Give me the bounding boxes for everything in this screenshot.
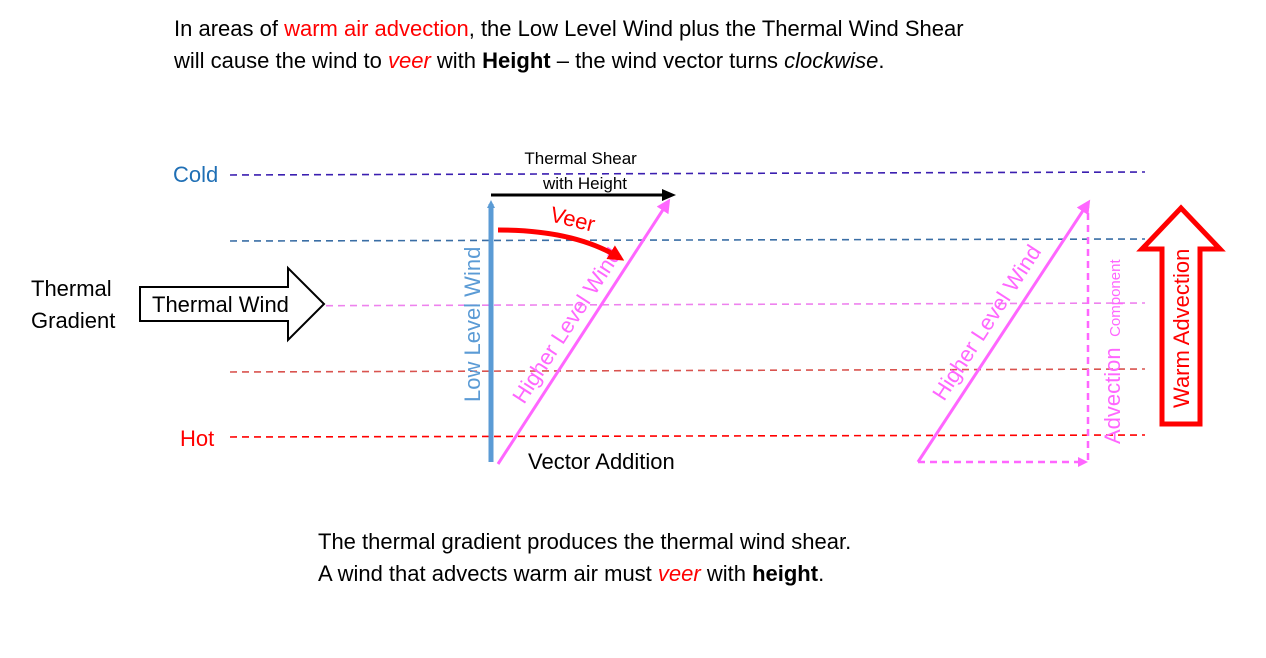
height-text: Height: [482, 48, 551, 73]
isotherm-line-2: [229, 238, 1146, 242]
thermal-shear-line-1: Thermal Shear: [524, 149, 637, 168]
higher-level-wind-label: Higher Level Wind: [507, 243, 626, 407]
isotherm-line-3: [229, 302, 1146, 307]
veer-text: veer: [657, 561, 701, 586]
isotherm-hot-line: [229, 434, 1146, 438]
advection-component-label: Advection Component: [1100, 259, 1125, 444]
component-label: Component: [1107, 259, 1124, 337]
warm-advection-arrow: [1136, 204, 1226, 427]
thermal-gradient-line-2: Gradient: [31, 308, 115, 333]
cold-label: Cold: [173, 162, 218, 187]
thermal-wind-label: Thermal Wind: [152, 292, 289, 317]
intro-text: In areas of: [174, 16, 285, 41]
thermal-shear-label: Thermal Shear with Height: [524, 149, 641, 193]
intro-line-1: In areas of warm air advection, the Low …: [174, 13, 964, 45]
clockwise-text: clockwise: [784, 48, 879, 73]
outro-line-2: A wind that advects warm air must veer w…: [318, 558, 824, 590]
intro-text: .: [878, 48, 885, 73]
intro-line-2: will cause the wind to veer with Height …: [174, 45, 884, 77]
advection-label: Advection: [1100, 347, 1125, 444]
vector-addition-label: Vector Addition: [528, 449, 675, 474]
outro-text: with: [700, 561, 753, 586]
higher-level-wind-label-right: Higher Level Wind: [927, 240, 1046, 404]
warm-advection-label: Warm Advection: [1169, 249, 1194, 408]
outro-line-1: The thermal gradient produces the therma…: [318, 529, 852, 554]
veer-label: Veer: [548, 202, 598, 237]
veer-text: veer: [388, 48, 431, 73]
isotherm-cold-line: [229, 171, 1146, 176]
veer-arrow: [497, 227, 625, 261]
hot-label: Hot: [180, 426, 214, 451]
outro-text: .: [818, 561, 825, 586]
isotherm-line-4: [229, 368, 1146, 373]
thermal-wind-arrow: [139, 265, 326, 343]
thermal-gradient-line-1: Thermal: [31, 276, 112, 301]
height-text: height: [752, 561, 819, 586]
thermal-gradient-label: Thermal Gradient: [31, 276, 118, 333]
low-level-wind-label: Low Level Wind: [460, 247, 485, 402]
intro-text: will cause the wind to: [174, 48, 388, 73]
outro-text: A wind that advects warm air must: [318, 561, 658, 586]
higher-level-wind-arrow: [496, 198, 671, 465]
thermal-shear-line-2: with Height: [542, 174, 627, 193]
intro-text: , the Low Level Wind plus the Thermal Wi…: [468, 16, 964, 41]
intro-text: – the wind vector turns: [550, 48, 785, 73]
higher-level-wind-arrow-right: [916, 199, 1091, 463]
warm-air-advection-text: warm air advection: [284, 16, 469, 41]
intro-text: with: [430, 48, 483, 73]
